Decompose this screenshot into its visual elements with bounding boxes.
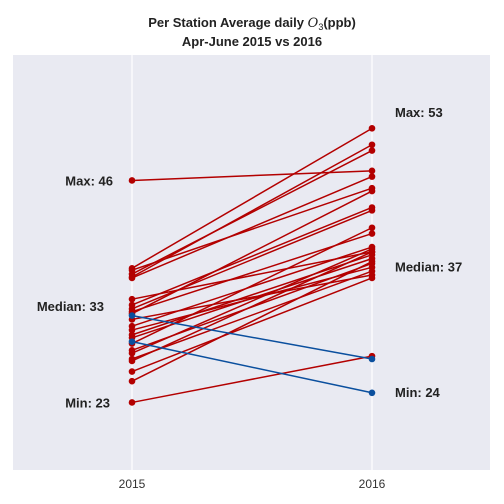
chart-title-line-1: Per Station Average daily O3(ppb)	[148, 15, 356, 32]
point-2016-24	[368, 248, 376, 256]
point-2016-5	[368, 141, 376, 149]
series-line-13	[131, 246, 373, 327]
chart-title: Per Station Average daily O3(ppb) Apr-Ju…	[148, 15, 356, 49]
point-2016-17	[368, 224, 376, 232]
series-line-15	[131, 254, 373, 336]
annotation-max-right: Max: 53	[395, 105, 443, 120]
series-line-22	[131, 260, 373, 382]
point-2015-26	[128, 338, 136, 345]
plot-area	[13, 55, 490, 470]
series-line-1	[131, 170, 373, 182]
chart-title-line-2: Apr-June 2015 vs 2016	[182, 34, 322, 49]
series-line-6	[131, 175, 373, 279]
series-line-8	[131, 206, 373, 306]
annotation-max-left: Max: 46	[65, 173, 113, 188]
point-2016-6	[368, 173, 376, 180]
annotation-min-left: Min: 23	[65, 395, 110, 410]
x-tick-label-2015: 2015	[119, 477, 146, 491]
point-2015-14	[128, 326, 136, 334]
series-line-19	[131, 248, 373, 354]
x-tick-label-2016: 2016	[359, 477, 386, 491]
point-2015-23	[128, 399, 136, 406]
point-2016-10	[368, 230, 376, 237]
series-line-26	[131, 340, 373, 394]
point-2016-4	[368, 147, 376, 154]
annotation-min-right: Min: 24	[395, 385, 441, 400]
point-2016-20	[368, 267, 376, 275]
point-2016-1	[368, 167, 376, 175]
series-line-20	[131, 270, 373, 360]
series-line-3	[131, 187, 373, 271]
series-line-4	[131, 149, 373, 275]
series-line-12	[131, 274, 373, 321]
series-line-24	[131, 251, 373, 362]
point-2016-11	[368, 187, 376, 195]
point-2016-21	[368, 274, 376, 282]
point-2015-19	[128, 349, 136, 357]
series-line-5	[131, 144, 373, 278]
point-2016-22	[368, 258, 376, 265]
point-2015-25	[128, 312, 136, 319]
point-2015-21	[128, 368, 136, 375]
series-line-23	[131, 355, 373, 404]
point-2015-22	[128, 377, 136, 385]
series-line-2	[131, 127, 373, 269]
point-2016-9	[368, 207, 376, 214]
point-2015-6	[128, 274, 136, 282]
annotation-median-right: Median: 37	[395, 259, 462, 274]
point-2015-7	[128, 295, 136, 303]
series-line-11	[131, 190, 373, 315]
annotations: Max: 46 Median: 33 Min: 23 Max: 53 Median: 3…	[37, 105, 462, 411]
annotation-median-left: Median: 33	[37, 299, 104, 314]
point-2016-26	[368, 389, 376, 397]
series-points	[128, 125, 376, 406]
point-2016-25	[368, 355, 376, 363]
series-line-25	[131, 314, 373, 360]
series-lines	[131, 127, 373, 404]
series-line-21	[131, 277, 373, 373]
point-2016-2	[368, 125, 376, 132]
point-2015-24	[128, 357, 136, 365]
series-line-17	[131, 227, 373, 345]
point-2015-1	[128, 177, 136, 184]
x-axis-ticks: 2015 2016	[119, 477, 386, 491]
